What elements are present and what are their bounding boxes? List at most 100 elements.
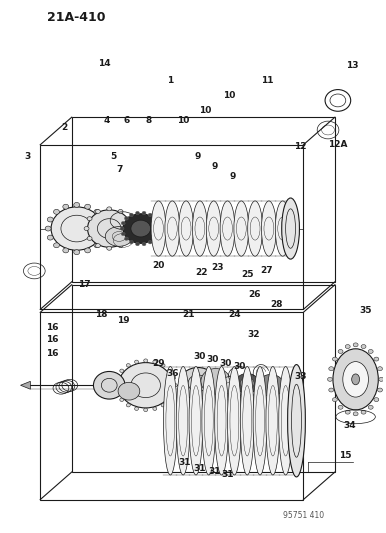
Text: 12: 12 — [294, 142, 307, 151]
Text: 22: 22 — [196, 269, 208, 277]
Ellipse shape — [153, 360, 157, 364]
Ellipse shape — [100, 217, 106, 222]
Ellipse shape — [84, 227, 89, 231]
Ellipse shape — [168, 398, 172, 401]
Ellipse shape — [240, 367, 254, 475]
Ellipse shape — [126, 237, 131, 240]
Text: 95751 410: 95751 410 — [283, 511, 324, 520]
Ellipse shape — [258, 374, 284, 396]
Ellipse shape — [85, 204, 91, 209]
Ellipse shape — [120, 398, 124, 401]
Ellipse shape — [215, 367, 229, 475]
Ellipse shape — [234, 201, 249, 256]
Ellipse shape — [148, 240, 152, 244]
Ellipse shape — [87, 217, 92, 221]
Polygon shape — [20, 381, 30, 389]
Ellipse shape — [157, 227, 161, 230]
Text: 30: 30 — [194, 352, 206, 361]
Text: 5: 5 — [110, 152, 116, 161]
Ellipse shape — [374, 357, 379, 361]
Ellipse shape — [144, 359, 148, 362]
Ellipse shape — [332, 398, 337, 401]
Ellipse shape — [129, 213, 134, 216]
Ellipse shape — [142, 211, 146, 215]
Ellipse shape — [282, 198, 300, 259]
Ellipse shape — [227, 367, 241, 475]
Text: 26: 26 — [248, 290, 261, 299]
Text: 7: 7 — [116, 165, 122, 174]
Ellipse shape — [153, 407, 157, 410]
Ellipse shape — [45, 226, 51, 231]
Text: 8: 8 — [146, 116, 152, 125]
Text: 9: 9 — [195, 152, 201, 161]
Ellipse shape — [88, 210, 131, 247]
Ellipse shape — [153, 217, 157, 220]
Ellipse shape — [353, 343, 358, 347]
Ellipse shape — [240, 377, 254, 389]
Ellipse shape — [201, 368, 230, 394]
Text: 30: 30 — [233, 362, 245, 371]
Text: 31: 31 — [194, 464, 206, 473]
Ellipse shape — [115, 376, 120, 379]
Ellipse shape — [123, 214, 159, 244]
Ellipse shape — [118, 209, 123, 213]
Ellipse shape — [135, 407, 139, 410]
Ellipse shape — [118, 244, 123, 248]
Ellipse shape — [235, 374, 259, 393]
Ellipse shape — [124, 237, 129, 240]
Ellipse shape — [87, 237, 92, 240]
Ellipse shape — [248, 201, 262, 256]
Ellipse shape — [144, 408, 148, 411]
Ellipse shape — [353, 412, 358, 416]
Ellipse shape — [261, 201, 276, 256]
Text: 19: 19 — [117, 316, 129, 325]
Ellipse shape — [135, 243, 139, 246]
Ellipse shape — [161, 364, 165, 367]
Ellipse shape — [163, 367, 177, 475]
Ellipse shape — [345, 410, 350, 414]
Ellipse shape — [126, 217, 131, 221]
Ellipse shape — [156, 221, 160, 225]
Text: 34: 34 — [344, 421, 356, 430]
Ellipse shape — [338, 350, 343, 353]
Ellipse shape — [120, 369, 124, 373]
Text: 13: 13 — [346, 61, 359, 70]
Ellipse shape — [74, 203, 80, 207]
Ellipse shape — [102, 226, 108, 231]
Ellipse shape — [374, 398, 379, 401]
Text: 9: 9 — [229, 172, 235, 181]
Ellipse shape — [361, 344, 366, 349]
Ellipse shape — [172, 376, 176, 379]
Ellipse shape — [126, 403, 130, 407]
Text: 17: 17 — [78, 280, 91, 289]
Ellipse shape — [343, 361, 369, 397]
Ellipse shape — [329, 388, 334, 392]
Text: 9: 9 — [212, 162, 218, 171]
Ellipse shape — [153, 237, 157, 240]
Ellipse shape — [121, 232, 125, 236]
Text: 16: 16 — [46, 349, 58, 358]
Ellipse shape — [379, 377, 384, 381]
Text: 16: 16 — [46, 322, 58, 332]
Ellipse shape — [220, 201, 235, 256]
Ellipse shape — [118, 382, 140, 400]
Text: 21: 21 — [182, 310, 194, 319]
Ellipse shape — [352, 374, 360, 385]
Ellipse shape — [47, 235, 53, 240]
Text: 25: 25 — [241, 270, 254, 279]
Ellipse shape — [94, 209, 100, 214]
Ellipse shape — [47, 217, 53, 222]
Ellipse shape — [378, 367, 383, 370]
Ellipse shape — [288, 365, 305, 477]
Ellipse shape — [94, 243, 100, 248]
Ellipse shape — [100, 235, 106, 240]
Ellipse shape — [329, 367, 334, 370]
Ellipse shape — [202, 367, 216, 475]
Text: 31: 31 — [179, 458, 191, 467]
Ellipse shape — [338, 405, 343, 409]
Text: 15: 15 — [340, 451, 352, 460]
Text: 35: 35 — [359, 306, 372, 315]
Ellipse shape — [253, 367, 267, 475]
Ellipse shape — [95, 209, 100, 213]
Text: 23: 23 — [212, 263, 224, 272]
